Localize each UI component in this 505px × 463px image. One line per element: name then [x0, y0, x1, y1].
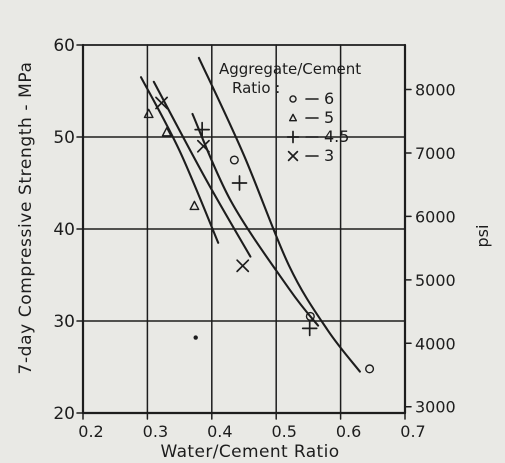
- y2-tick-label: 4000: [415, 334, 456, 353]
- y-tick-label: 60: [53, 36, 75, 56]
- marker-plus: [231, 175, 248, 191]
- y-tick-label: 50: [53, 128, 75, 148]
- y-tick-label: 30: [53, 312, 75, 332]
- isolated-point: [193, 335, 198, 340]
- marker-triangle: [288, 113, 298, 122]
- legend-label: 4.5: [324, 127, 349, 146]
- series-line-3: [152, 80, 252, 258]
- y-tick-label: 20: [53, 404, 75, 424]
- series-line-5: [139, 76, 220, 244]
- marker-circle: [365, 364, 375, 374]
- tick-labels: 0.2 0.3 0.4 0.5 0.6 0.7 20 30 40 50 60 3000 4000 5000…: [53, 36, 455, 441]
- marker-plus: [301, 320, 318, 337]
- marker-circle: [289, 95, 297, 103]
- y2-tick-label: 5000: [415, 271, 456, 290]
- marker-plus: [286, 130, 300, 144]
- x-tick-label: 0.2: [78, 422, 103, 441]
- legend: Aggregate/Cement Ratio : 654.53: [219, 60, 361, 165]
- marker-circle: [305, 311, 315, 321]
- marker-circle: [229, 155, 239, 165]
- axes: [76, 43, 412, 420]
- legend-title-line-1: Aggregate/Cement: [219, 60, 361, 78]
- x-axis-label: Water/Cement Ratio: [160, 442, 339, 462]
- marker-triangle: [189, 200, 200, 211]
- marker-cross: [155, 96, 169, 110]
- marker-plus: [194, 121, 210, 138]
- x-tick-label: 0.7: [400, 422, 425, 441]
- marker-cross: [236, 259, 250, 273]
- legend-label: 5: [324, 108, 334, 127]
- legend-label: 6: [324, 89, 334, 108]
- data-points: [143, 96, 375, 374]
- marker-cross: [287, 150, 299, 162]
- legend-entries: 654.53: [286, 89, 349, 165]
- legend-title-line-2: Ratio :: [232, 79, 280, 97]
- y2-tick-label: 7000: [415, 144, 456, 163]
- marker-cross: [196, 139, 210, 153]
- y2-tick-label: 6000: [415, 207, 456, 226]
- y2-tick-label: 3000: [415, 398, 456, 417]
- y-tick-label: 40: [53, 220, 75, 240]
- x-tick-label: 0.4: [207, 422, 232, 441]
- marker-triangle: [161, 127, 172, 137]
- grid-lines: [82, 44, 406, 414]
- marker-triangle: [143, 108, 154, 119]
- x-tick-label: 0.3: [143, 422, 168, 441]
- series-line-6: [197, 56, 361, 373]
- x-tick-label: 0.6: [336, 422, 361, 441]
- x-tick-label: 0.5: [271, 422, 296, 441]
- y-axis-label: 7-day Compressive Strength - MPa: [16, 62, 36, 375]
- y2-tick-label: 8000: [415, 81, 456, 100]
- legend-label: 3: [324, 146, 334, 165]
- y2-axis-label: psi: [473, 225, 492, 248]
